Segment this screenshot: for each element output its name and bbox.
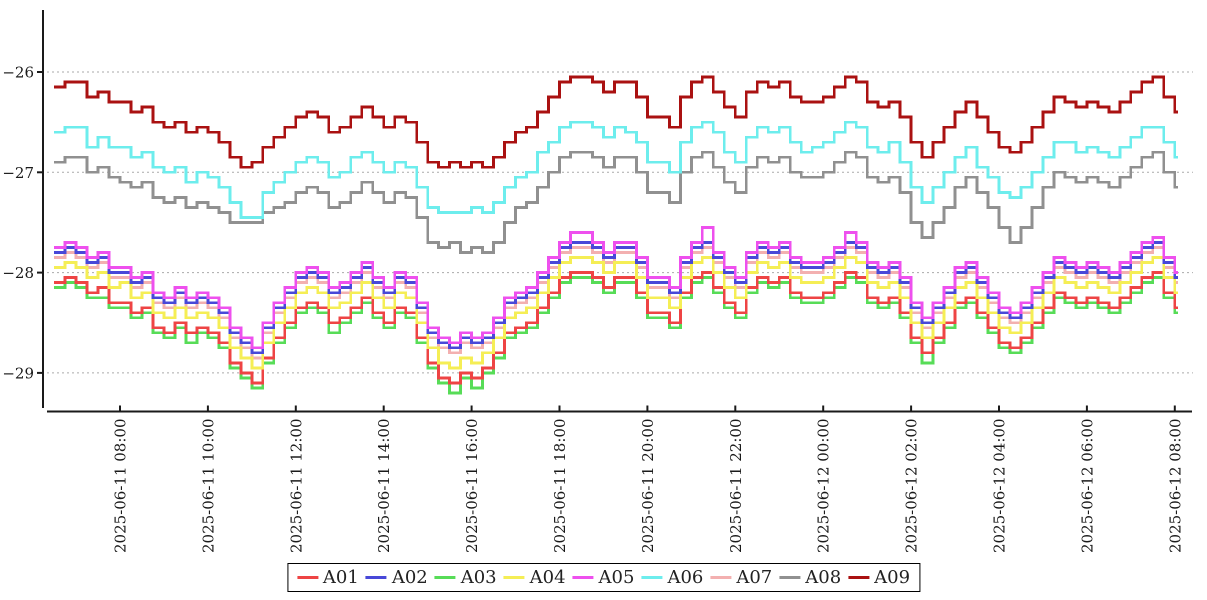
legend-swatch-icon [503, 576, 525, 579]
x-tick-label: 2025-06-11 18:00 [551, 419, 569, 553]
legend-item-a04: A04 [503, 567, 566, 588]
y-tick-label: −26 [2, 64, 34, 82]
x-tick-label: 2025-06-11 14:00 [375, 419, 393, 553]
series-line-a02 [54, 241, 1178, 355]
legend-swatch-icon [641, 576, 663, 579]
legend-label: A04 [529, 567, 566, 588]
y-tick-label: −29 [2, 364, 34, 382]
x-tick-label: 2025-06-11 08:00 [112, 419, 130, 553]
x-tick-label: 2025-06-12 02:00 [903, 419, 921, 553]
legend-swatch-icon [434, 576, 456, 579]
legend-swatch-icon [296, 576, 318, 579]
legend-swatch-icon [710, 576, 732, 579]
series-line-a01 [54, 271, 1178, 385]
series-line-a03 [54, 276, 1178, 395]
x-tick-label: 2025-06-11 22:00 [727, 419, 745, 553]
legend-swatch-icon [572, 576, 594, 579]
legend-item-a02: A02 [365, 567, 428, 588]
x-tick-label: 2025-06-12 00:00 [815, 419, 833, 553]
x-tick-label: 2025-06-11 10:00 [199, 419, 217, 553]
legend-label: A08 [805, 567, 842, 588]
y-tick-label: −27 [2, 164, 34, 182]
legend-label: A02 [391, 567, 428, 588]
series-line-a07 [54, 246, 1178, 360]
legend-item-a08: A08 [779, 567, 841, 588]
legend-swatch-icon [848, 576, 870, 579]
legend-label: A06 [667, 567, 704, 588]
legend-item-a07: A07 [710, 567, 772, 588]
x-tick-label: 2025-06-11 16:00 [463, 418, 481, 552]
x-tick-label: 2025-06-11 20:00 [639, 419, 657, 553]
x-tick-label: 2025-06-11 12:00 [287, 419, 305, 553]
series-line-a09 [54, 75, 1178, 169]
legend-item-a05: A05 [572, 567, 635, 588]
series-line-a04 [54, 256, 1178, 370]
series-line-a08 [54, 150, 1178, 254]
legend-item-a03: A03 [434, 567, 497, 588]
x-tick-label: 2025-06-12 04:00 [991, 419, 1009, 553]
chart-svg: −26 −27 −28 −29 2025-06-11 08:00 2025-06-11 1… [2, 10, 1193, 553]
legend: A01 A02 A03 A04 A05 A06 A07 A08 A09 [286, 563, 921, 592]
legend-item-a06: A06 [641, 567, 703, 588]
legend-label: A05 [598, 567, 635, 588]
legend-item-a09: A09 [848, 567, 910, 588]
legend-label: A01 [322, 567, 359, 588]
legend-swatch-icon [365, 576, 387, 579]
legend-label: A07 [736, 567, 773, 588]
legend-label: A09 [874, 567, 911, 588]
series-line-a06 [54, 120, 1178, 219]
x-tick-label: 2025-06-12 08:00 [1166, 419, 1184, 553]
legend-label: A03 [460, 567, 497, 588]
series-line-a05 [54, 226, 1178, 350]
x-tick-label: 2025-06-12 06:00 [1078, 419, 1096, 553]
y-tick-label: −28 [2, 264, 34, 282]
legend-item-a01: A01 [296, 567, 359, 588]
legend-swatch-icon [779, 576, 801, 579]
